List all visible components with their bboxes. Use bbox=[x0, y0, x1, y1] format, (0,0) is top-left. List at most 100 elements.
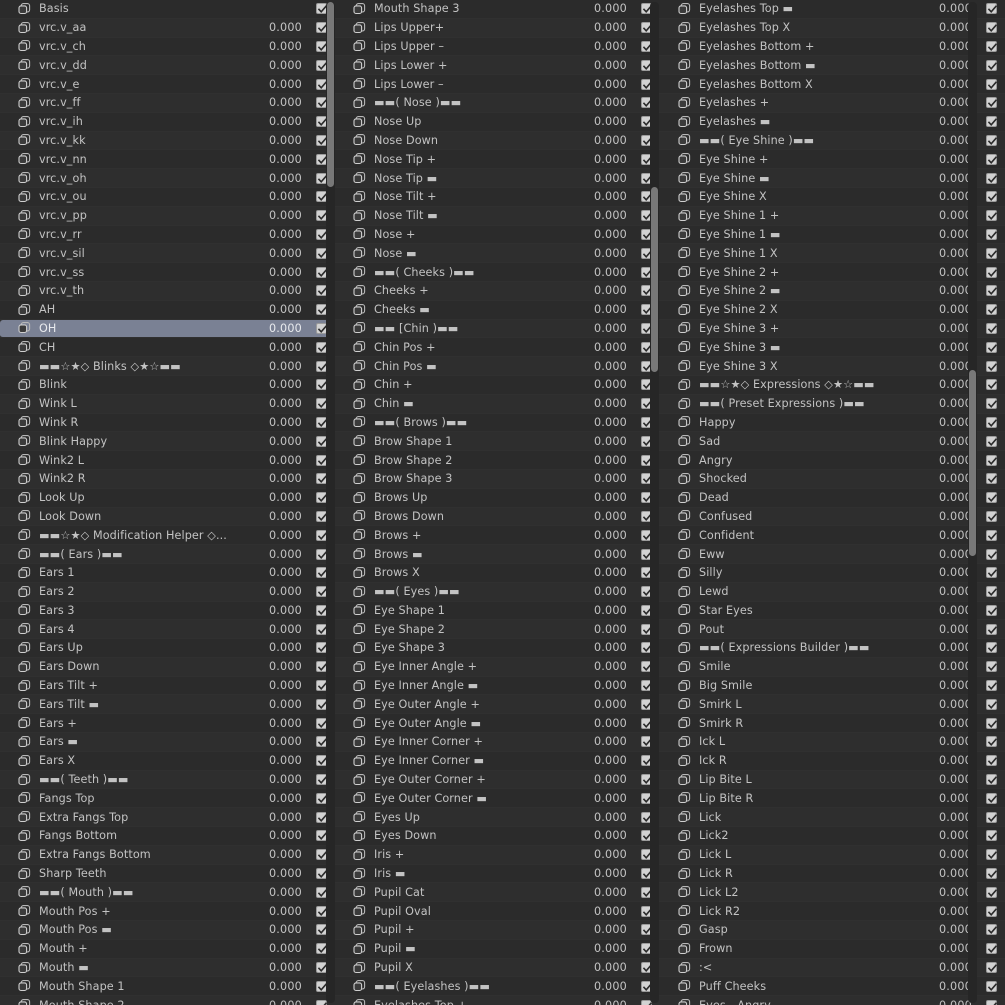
shape-key-row[interactable]: Nose Tip + 0.000 bbox=[335, 150, 660, 170]
shape-key-name[interactable]: vrc.v_pp bbox=[39, 209, 87, 223]
shape-key-value[interactable]: 0.000 bbox=[938, 697, 972, 711]
shape-key-row[interactable]: ▬▬ [Chin )▬▬ 0.000 bbox=[335, 319, 660, 339]
shape-key-mute-checkbox[interactable] bbox=[986, 228, 998, 240]
shape-key-row[interactable]: Brows Up 0.000 bbox=[335, 488, 660, 508]
shape-key-name[interactable]: Brows Down bbox=[374, 509, 445, 523]
shape-key-row[interactable]: Eye Shine 3 ▬ 0.000 bbox=[660, 338, 1005, 358]
shape-key-row[interactable]: Eye Shine 1 X 0.000 bbox=[660, 244, 1005, 264]
shape-key-row[interactable]: Eye Outer Angle ▬ 0.000 bbox=[335, 714, 660, 734]
shape-key-value[interactable]: 0.000 bbox=[938, 791, 972, 805]
shape-key-value[interactable]: 0.000 bbox=[268, 303, 302, 317]
shape-key-row[interactable]: Lips Lower – 0.000 bbox=[335, 75, 660, 94]
shape-key-value[interactable]: 0.000 bbox=[938, 491, 972, 505]
shape-key-value[interactable]: 0.000 bbox=[938, 472, 972, 486]
shape-key-value[interactable]: 0.000 bbox=[938, 303, 972, 317]
shape-key-row[interactable]: Ick R 0.000 bbox=[660, 751, 1005, 771]
shape-key-list-1[interactable]: Basis vrc.v_aa 0.000 vrc.v_ch 0.000 vrc.v_dd 0… bbox=[0, 0, 335, 1005]
shape-key-row[interactable]: Blink 0.000 bbox=[0, 375, 335, 395]
shape-key-value[interactable]: 0.000 bbox=[593, 773, 627, 787]
shape-key-row[interactable]: Nose Down 0.000 bbox=[335, 131, 660, 151]
shape-key-name[interactable]: Nose Tip + bbox=[374, 152, 437, 166]
shape-key-row[interactable]: Eye Shine 1 ▬ 0.000 bbox=[660, 225, 1005, 245]
shape-key-value[interactable]: 0.000 bbox=[593, 58, 627, 72]
shape-key-value[interactable]: 0.000 bbox=[268, 171, 302, 185]
shape-key-value[interactable]: 0.000 bbox=[593, 979, 627, 993]
shape-key-name[interactable]: ▬▬( Expressions Builder )▬▬ bbox=[699, 641, 870, 655]
shape-key-row[interactable]: Mouth Pos + 0.000 bbox=[0, 902, 335, 922]
shape-key-row[interactable]: Mouth Pos ▬ 0.000 bbox=[0, 921, 335, 940]
shape-key-name[interactable]: Brow Shape 1 bbox=[374, 434, 453, 448]
shape-key-list-2[interactable]: Mouth Shape 3 0.000 Lips Upper+ 0.000 Lips U… bbox=[335, 0, 660, 1005]
shape-key-row[interactable]: Gasp 0.000 bbox=[660, 921, 1005, 940]
shape-key-name[interactable]: Eye Outer Corner + bbox=[374, 773, 486, 787]
shape-key-mute-checkbox[interactable] bbox=[986, 661, 998, 673]
shape-key-value[interactable]: 0.000 bbox=[938, 904, 972, 918]
shape-key-value[interactable]: 0.000 bbox=[938, 453, 972, 467]
shape-key-name[interactable]: Wink L bbox=[39, 397, 77, 411]
shape-key-row[interactable]: Brows ▬ 0.000 bbox=[335, 545, 660, 564]
shape-key-value[interactable]: 0.000 bbox=[268, 923, 302, 937]
shape-key-value[interactable]: 0.000 bbox=[593, 2, 627, 16]
shape-key-mute-checkbox[interactable] bbox=[986, 962, 998, 974]
shape-key-name[interactable]: Ears Tilt ▬ bbox=[39, 697, 100, 711]
shape-key-row[interactable]: Brows Down 0.000 bbox=[335, 507, 660, 527]
shape-key-name[interactable]: Eye Shine X bbox=[699, 190, 767, 204]
shape-key-row[interactable]: Fangs Top 0.000 bbox=[0, 789, 335, 809]
shape-key-value[interactable]: 0.000 bbox=[268, 810, 302, 824]
shape-key-name[interactable]: Angry bbox=[699, 453, 733, 467]
shape-key-value[interactable]: 0.000 bbox=[268, 848, 302, 862]
shape-key-row[interactable]: Happy 0.000 bbox=[660, 413, 1005, 433]
shape-key-row[interactable]: ▬▬( Teeth )▬▬ 0.000 bbox=[0, 770, 335, 790]
shape-key-mute-checkbox[interactable] bbox=[986, 416, 998, 428]
shape-key-value[interactable]: 0.000 bbox=[244, 999, 302, 1005]
shape-key-name[interactable]: Nose Down bbox=[374, 133, 439, 147]
shape-key-name[interactable]: vrc.v_ih bbox=[39, 115, 83, 129]
shape-key-value[interactable]: 0.000 bbox=[938, 190, 972, 204]
shape-key-mute-checkbox[interactable] bbox=[986, 811, 998, 823]
shape-key-mute-checkbox[interactable] bbox=[986, 266, 998, 278]
shape-key-mute-checkbox[interactable] bbox=[986, 59, 998, 71]
shape-key-mute-checkbox[interactable] bbox=[986, 40, 998, 52]
shape-key-name[interactable]: Eye Shape 2 bbox=[374, 622, 445, 636]
shape-key-row[interactable]: ▬▬( Brows )▬▬ 0.000 bbox=[335, 413, 660, 433]
shape-key-row[interactable]: Lewd 0.000 bbox=[660, 582, 1005, 602]
shape-key-name[interactable]: OH bbox=[39, 321, 57, 335]
shape-key-row[interactable]: Eye Shape 2 0.000 bbox=[335, 620, 660, 640]
shape-key-value[interactable]: 0.000 bbox=[593, 397, 627, 411]
shape-key-name[interactable]: Shocked bbox=[699, 472, 747, 486]
shape-key-row[interactable]: Eye Shine + 0.000 bbox=[660, 150, 1005, 170]
shape-key-row[interactable]: Lip Bite L 0.000 bbox=[660, 770, 1005, 790]
shape-key-mute-checkbox[interactable] bbox=[986, 623, 998, 635]
shape-key-name[interactable]: vrc.v_th bbox=[39, 284, 85, 298]
shape-key-row[interactable]: Eye Shine 3 + 0.000 bbox=[660, 319, 1005, 339]
shape-key-mute-checkbox[interactable] bbox=[986, 3, 998, 15]
shape-key-mute-checkbox[interactable] bbox=[986, 548, 998, 560]
shape-key-row[interactable]: Eyelashes ▬ 0.000 bbox=[660, 112, 1005, 132]
shape-key-row[interactable]: Iris + 0.000 bbox=[335, 845, 660, 865]
shape-key-name[interactable]: ▬▬( Nose )▬▬ bbox=[374, 96, 462, 110]
shape-key-name[interactable]: CH bbox=[39, 340, 56, 354]
shape-key-value[interactable]: 0.000 bbox=[938, 961, 972, 975]
shape-key-row[interactable]: Eye Inner Angle ▬ 0.000 bbox=[335, 676, 660, 696]
shape-key-value[interactable]: 0.000 bbox=[593, 265, 627, 279]
shape-key-mute-checkbox[interactable] bbox=[986, 398, 998, 410]
shape-key-row[interactable]: vrc.v_th 0.000 bbox=[0, 281, 335, 301]
shape-key-row[interactable]: Eyelashes + 0.000 bbox=[660, 93, 1005, 113]
shape-key-value[interactable]: 0.000 bbox=[938, 735, 972, 749]
shape-key-row[interactable]: Eye Shine X 0.000 bbox=[660, 187, 1005, 207]
shape-key-value[interactable]: 0.000 bbox=[938, 867, 972, 881]
shape-key-value[interactable]: 0.000 bbox=[593, 810, 627, 824]
shape-key-name[interactable]: Mouth Shape 2 bbox=[39, 999, 244, 1005]
shape-key-row[interactable]: Wink R 0.000 bbox=[0, 413, 335, 433]
shape-key-value[interactable]: 0.000 bbox=[268, 359, 302, 373]
shape-key-name[interactable]: Eye Shine 3 + bbox=[699, 321, 780, 335]
shape-key-row[interactable]: Eye Shine ▬ 0.000 bbox=[660, 169, 1005, 188]
shape-key-name[interactable]: Eye Outer Angle ▬ bbox=[374, 716, 482, 730]
shape-key-name[interactable]: Eyelashes Top X bbox=[699, 21, 791, 35]
shape-key-name[interactable]: vrc.v_nn bbox=[39, 152, 87, 166]
shape-key-value[interactable]: 0.000 bbox=[593, 491, 627, 505]
shape-key-row[interactable]: OH 0.000 bbox=[0, 319, 335, 339]
shape-key-name[interactable]: Lewd bbox=[699, 585, 729, 599]
shape-key-row[interactable]: vrc.v_aa 0.000 bbox=[0, 18, 335, 38]
shape-key-name[interactable]: Fangs Bottom bbox=[39, 829, 118, 843]
